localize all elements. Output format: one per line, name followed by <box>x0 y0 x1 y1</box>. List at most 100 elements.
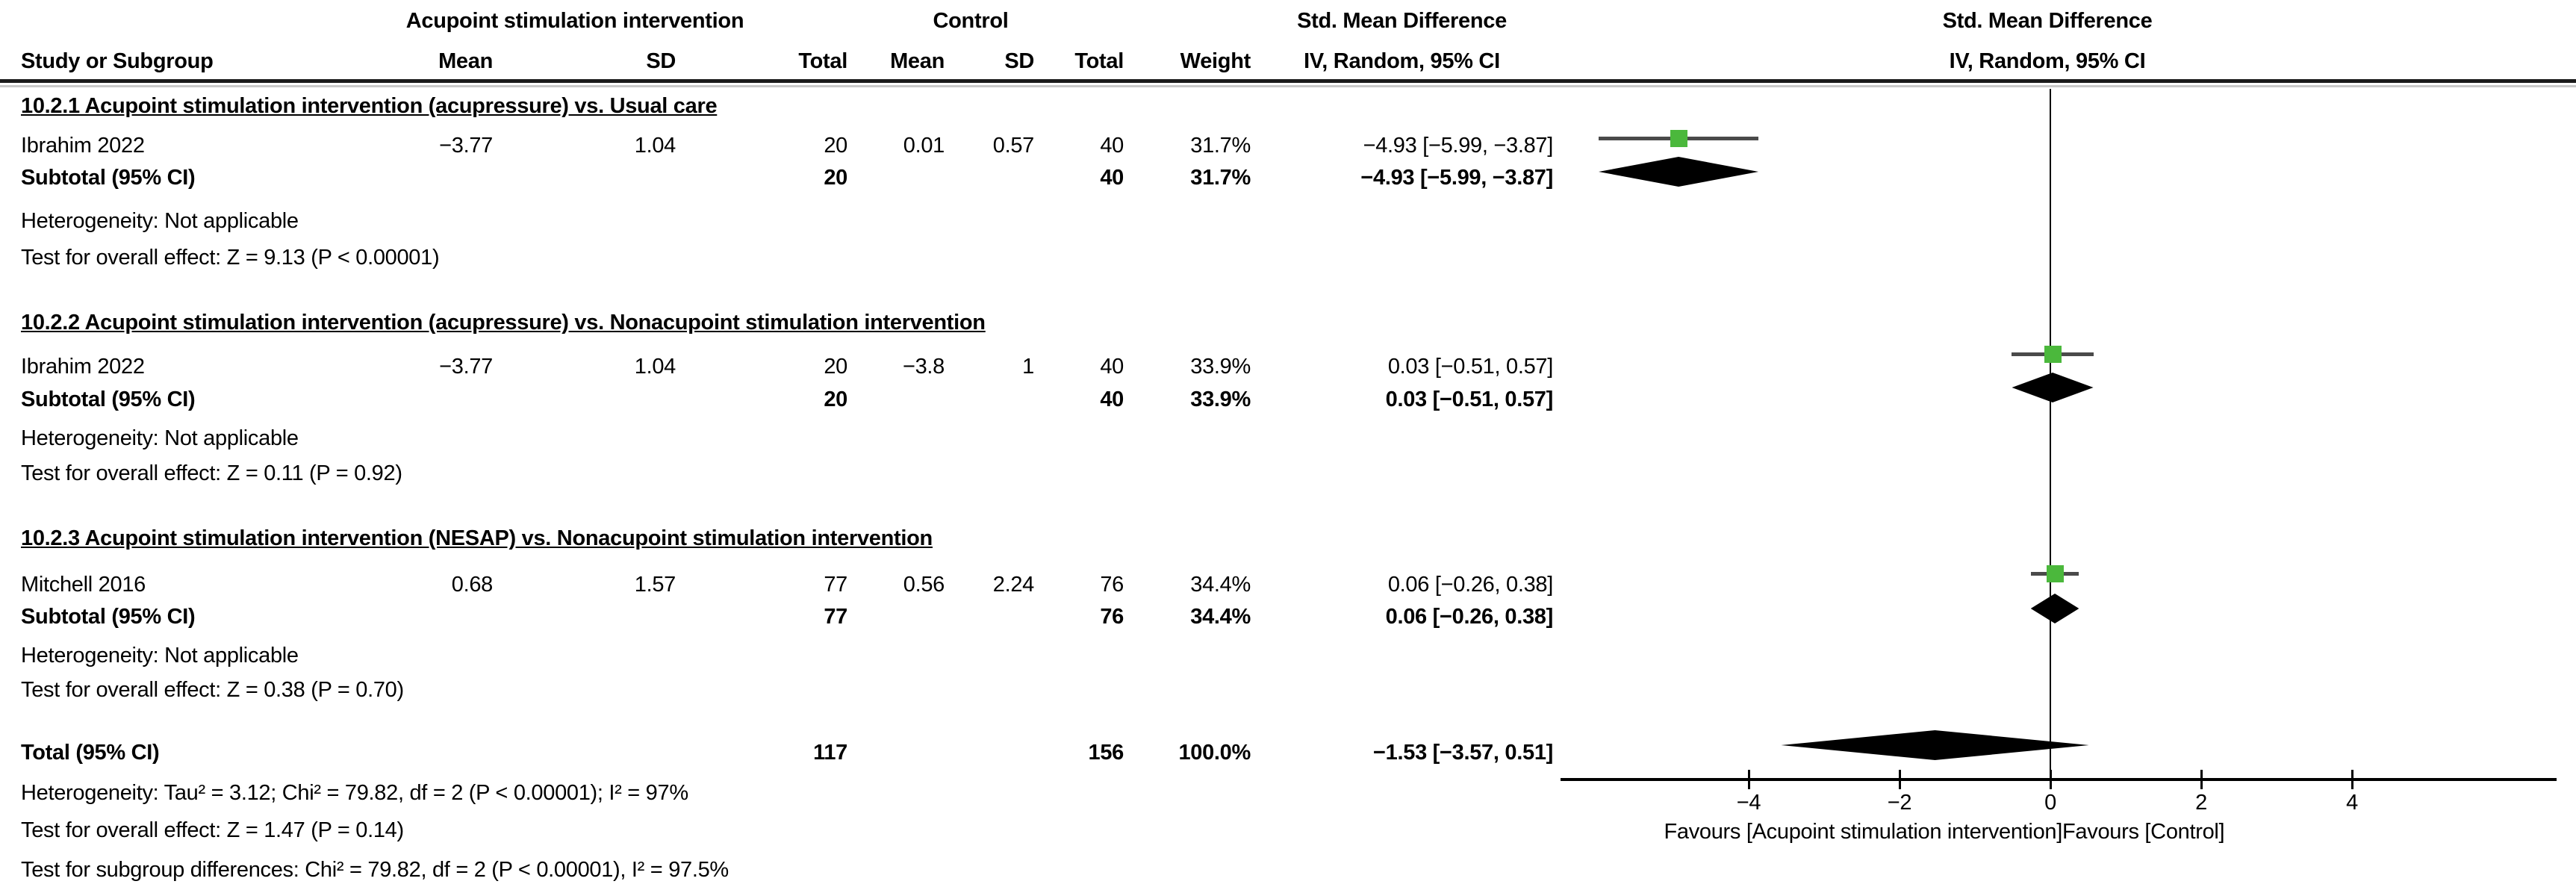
study-sd-exp: 1.04 <box>634 355 676 379</box>
col-mean-exp: Mean <box>438 49 493 73</box>
study-weight: 33.9% <box>1190 355 1251 379</box>
study-mean-exp: 0.68 <box>451 573 494 597</box>
axis-tick <box>2049 770 2052 789</box>
axis-tick <box>2200 770 2203 789</box>
total-total-ctl: 156 <box>1088 741 1124 765</box>
col-study-or-subgroup: Study or Subgroup <box>21 49 214 73</box>
axis-tick-label: 2 <box>2195 791 2207 815</box>
axis-tick-label: 4 <box>2346 791 2358 815</box>
study-sd-ctl: 0.57 <box>992 134 1035 158</box>
study-ci-text: 0.06 [−0.26, 0.38] <box>1387 573 1553 597</box>
axis-tick-label: −2 <box>1887 791 1912 815</box>
subtotal-total-ctl: 40 <box>1100 166 1124 190</box>
subgroup-heading-2: 10.2.2 Acupoint stimulation intervention… <box>0 309 2576 336</box>
study-sd-exp: 1.57 <box>634 573 676 597</box>
study-weight: 34.4% <box>1190 573 1251 597</box>
subtotal-label: Subtotal (95% CI) <box>21 605 196 629</box>
heterogeneity-text: Heterogeneity: Not applicable <box>21 209 299 233</box>
subtotal-weight: 34.4% <box>1190 605 1251 629</box>
study-total-ctl: 40 <box>1100 355 1124 379</box>
subtotal-ci-text: −4.93 [−5.99, −3.87] <box>1360 166 1553 190</box>
subtotal-row: Subtotal (95% CI) 77 76 34.4% 0.06 [−0.2… <box>0 603 2576 630</box>
effect-square <box>2046 564 2064 582</box>
study-name: Ibrahim 2022 <box>21 355 145 379</box>
study-row: Ibrahim 2022 −3.77 1.04 20 0.01 0.57 40 … <box>0 132 2576 159</box>
overall-effect-text: Test for overall effect: Z = 0.11 (P = 0… <box>21 461 402 485</box>
overall-effect-line: Test for overall effect: Z = 0.11 (P = 0… <box>0 460 2576 487</box>
study-weight: 31.7% <box>1190 134 1251 158</box>
header-columns-row: Study or Subgroup Mean SD Total Mean SD … <box>0 48 2576 75</box>
study-mean-exp: −3.77 <box>439 355 493 379</box>
header-control-group: Control <box>933 9 1009 33</box>
col-iv-random-right: IV, Random, 95% CI <box>1949 49 2146 73</box>
study-sd-exp: 1.04 <box>634 134 676 158</box>
study-mean-ctl: −3.8 <box>902 355 945 379</box>
subtotal-ci-text: 0.03 [−0.51, 0.57] <box>1385 388 1554 411</box>
study-total-exp: 20 <box>824 134 847 158</box>
subtotal-total-exp: 20 <box>824 388 847 411</box>
axis-tick-label: 0 <box>2044 791 2056 815</box>
overall-effect-text: Test for overall effect: Z = 0.38 (P = 0… <box>21 678 404 702</box>
subtotal-weight: 33.9% <box>1190 388 1251 411</box>
study-mean-exp: −3.77 <box>439 134 493 158</box>
subgroup-differences-text: Test for subgroup differences: Chi² = 79… <box>21 858 729 882</box>
header-rule-light <box>0 85 2576 87</box>
header-rule-dark <box>0 79 2576 83</box>
axis-tick-label: −4 <box>1736 791 1761 815</box>
overall-effect-text: Test for overall effect: Z = 9.13 (P < 0… <box>21 246 440 270</box>
subtotal-total-ctl: 40 <box>1100 388 1124 411</box>
total-heterogeneity-line: Heterogeneity: Tau² = 3.12; Chi² = 79.82… <box>0 780 2576 806</box>
subgroup-differences-line: Test for subgroup differences: Chi² = 79… <box>0 856 2576 883</box>
heterogeneity-text: Heterogeneity: Not applicable <box>21 644 299 668</box>
pooled-diamond <box>1599 157 1759 187</box>
col-total-ctl: Total <box>1074 49 1124 73</box>
pooled-diamond <box>1781 730 2089 760</box>
pooled-diamond <box>2030 594 2079 623</box>
subgroup-heading-1: 10.2.1 Acupoint stimulation intervention… <box>0 93 2576 119</box>
study-total-exp: 20 <box>824 355 847 379</box>
total-overall-effect-text: Test for overall effect: Z = 1.47 (P = 0… <box>21 818 404 842</box>
axis-tick <box>2351 770 2353 789</box>
subtotal-total-exp: 20 <box>824 166 847 190</box>
study-row: Mitchell 2016 0.68 1.57 77 0.56 2.24 76 … <box>0 571 2576 598</box>
axis-line <box>1561 778 2557 781</box>
heterogeneity-line: Heterogeneity: Not applicable <box>0 425 2576 452</box>
study-total-ctl: 40 <box>1100 134 1124 158</box>
subtotal-label: Subtotal (95% CI) <box>21 166 196 190</box>
subtotal-ci-text: 0.06 [−0.26, 0.38] <box>1385 605 1554 629</box>
header-group-row: Acupoint stimulation intervention Contro… <box>0 7 2576 34</box>
effect-square <box>1670 129 1687 147</box>
col-total-exp: Total <box>798 49 847 73</box>
col-weight: Weight <box>1180 49 1251 73</box>
total-label: Total (95% CI) <box>21 741 160 765</box>
study-ci-text: 0.03 [−0.51, 0.57] <box>1387 355 1553 379</box>
heterogeneity-line: Heterogeneity: Not applicable <box>0 208 2576 234</box>
study-sd-ctl: 2.24 <box>992 573 1035 597</box>
subtotal-row: Subtotal (95% CI) 20 40 31.7% −4.93 [−5.… <box>0 164 2576 191</box>
study-mean-ctl: 0.56 <box>903 573 945 597</box>
favours-right-label: Favours [Control] <box>2062 820 2225 844</box>
subgroup-heading-3-label: 10.2.3 Acupoint stimulation intervention… <box>21 526 933 550</box>
total-heterogeneity-text: Heterogeneity: Tau² = 3.12; Chi² = 79.82… <box>21 781 688 805</box>
col-mean-ctl: Mean <box>890 49 945 73</box>
subtotal-total-exp: 77 <box>824 605 847 629</box>
subgroup-heading-2-label: 10.2.2 Acupoint stimulation intervention… <box>21 311 986 335</box>
total-total-exp: 117 <box>813 741 847 765</box>
study-total-exp: 77 <box>824 573 847 597</box>
study-row: Ibrahim 2022 −3.77 1.04 20 −3.8 1 40 33.… <box>0 353 2576 380</box>
favours-left-label: Favours [Acupoint stimulation interventi… <box>1664 820 2062 844</box>
pooled-diamond <box>2012 373 2094 402</box>
study-ci-text: −4.93 [−5.99, −3.87] <box>1363 134 1554 158</box>
total-overall-effect-line: Test for overall effect: Z = 1.47 (P = 0… <box>0 817 2576 844</box>
subtotal-total-ctl: 76 <box>1100 605 1124 629</box>
total-row: Total (95% CI) 117 156 100.0% −1.53 [−3.… <box>0 739 2576 766</box>
study-sd-ctl: 1 <box>1022 355 1034 379</box>
header-experimental-group: Acupoint stimulation intervention <box>405 9 744 33</box>
study-mean-ctl: 0.01 <box>903 134 945 158</box>
subtotal-row: Subtotal (95% CI) 20 40 33.9% 0.03 [−0.5… <box>0 386 2576 413</box>
subgroup-heading-3: 10.2.3 Acupoint stimulation intervention… <box>0 525 2576 552</box>
axis-tick <box>1898 770 1901 789</box>
col-iv-random-left: IV, Random, 95% CI <box>1304 49 1500 73</box>
